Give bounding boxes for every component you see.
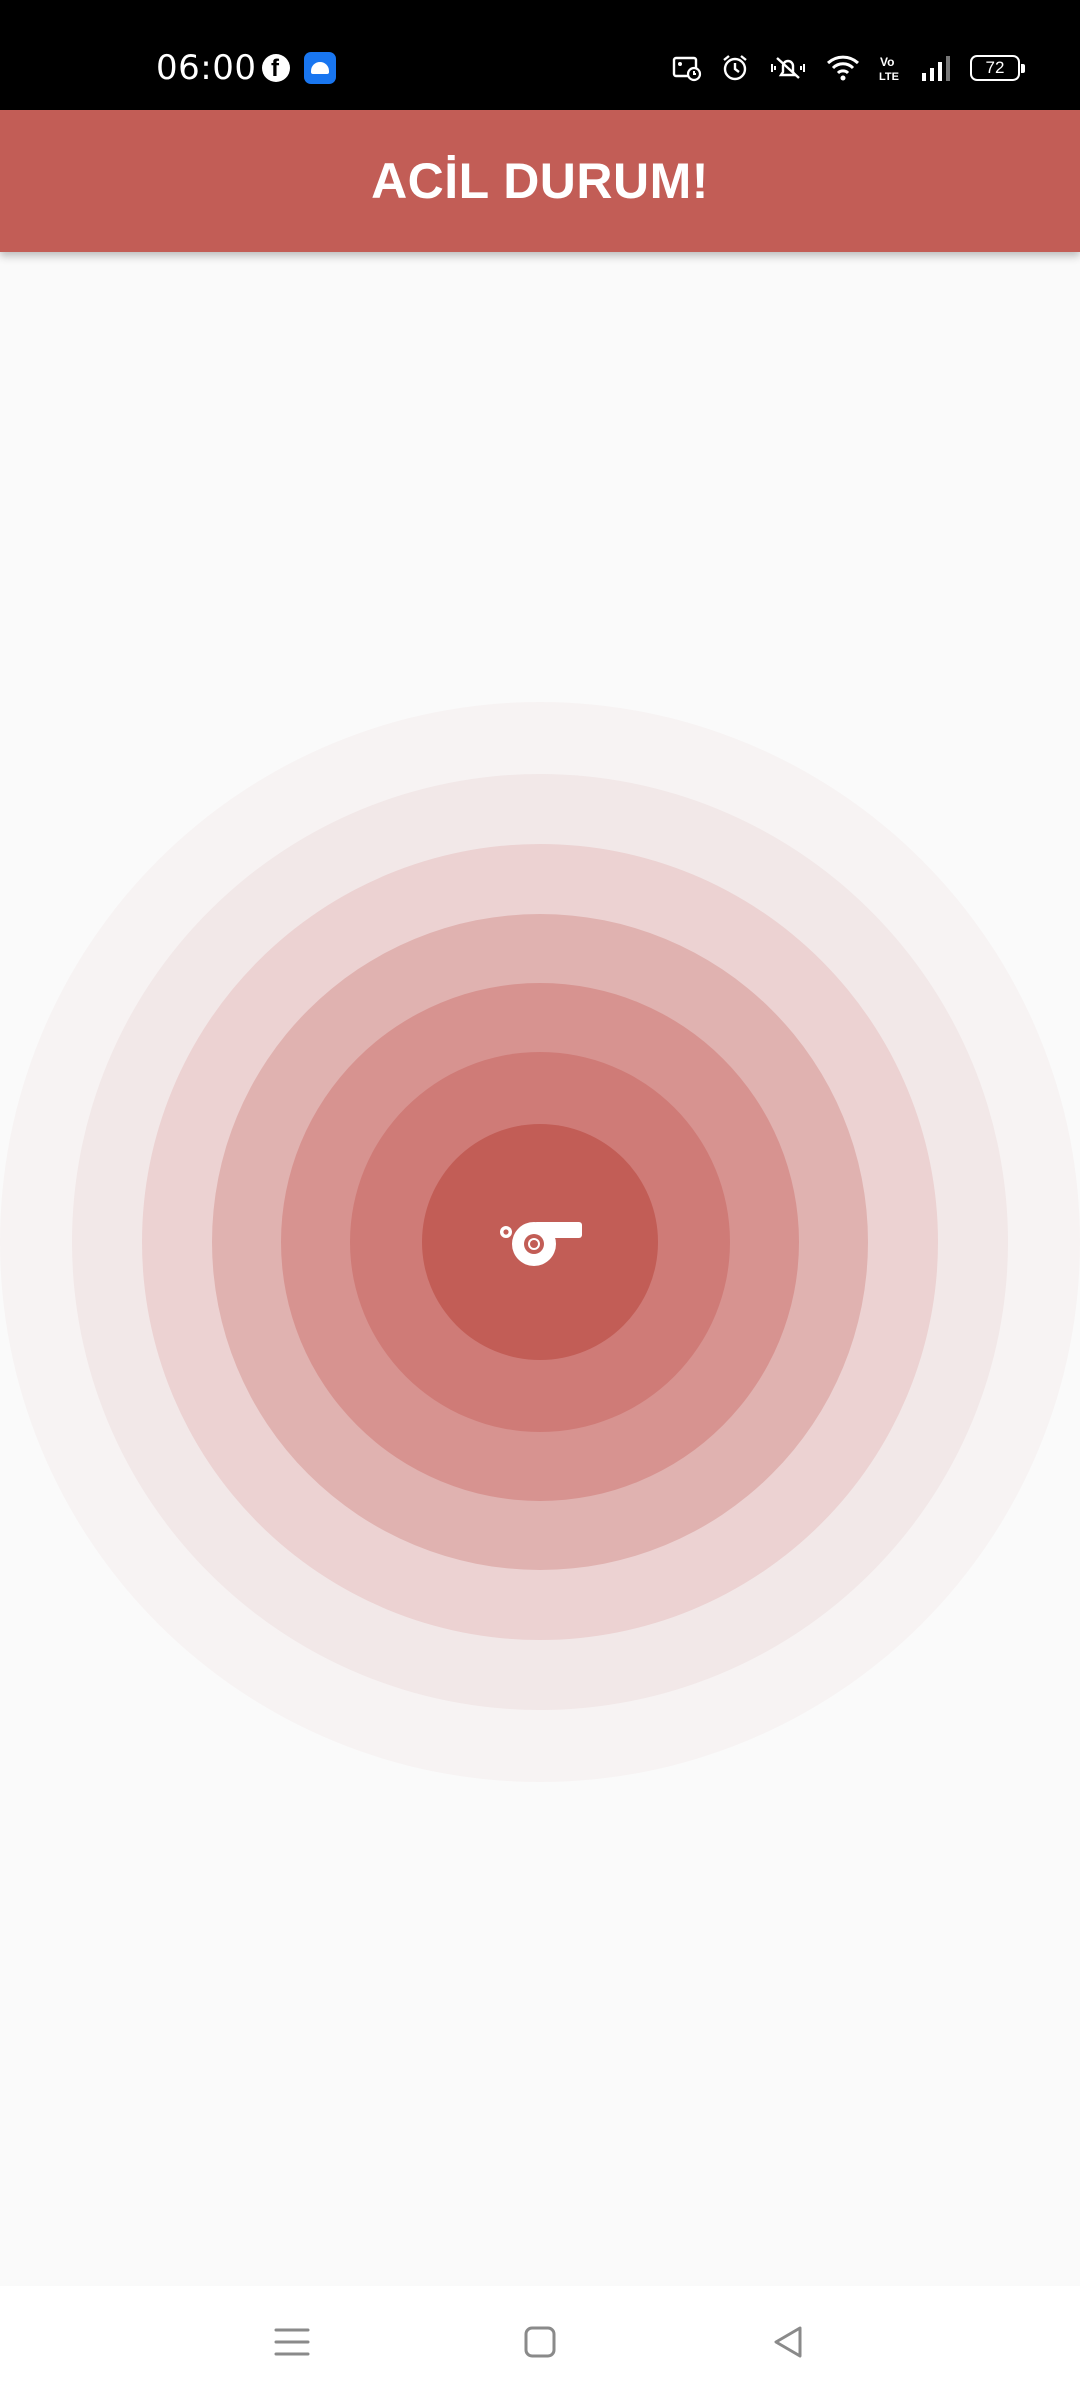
svg-text:LTE: LTE xyxy=(879,71,899,83)
alarm-icon xyxy=(723,55,747,81)
back-button[interactable] xyxy=(758,2312,818,2372)
home-icon xyxy=(524,2326,556,2358)
home-button[interactable] xyxy=(510,2312,570,2372)
status-time: 06:00 xyxy=(156,48,257,88)
status-bar: 06:00 f xyxy=(0,0,1080,110)
emergency-whistle-button[interactable] xyxy=(422,1124,658,1360)
app-bar: ACİL DURUM! xyxy=(0,110,1080,252)
battery-icon: 72 xyxy=(970,55,1025,81)
status-right-icons: Vo LTE 72 xyxy=(672,50,1025,86)
menu-icon xyxy=(274,2328,310,2356)
whistle-icon xyxy=(500,1222,582,1266)
vibrate-off-icon xyxy=(771,57,805,79)
wifi-icon xyxy=(826,55,860,81)
system-nav-bar xyxy=(0,2286,1080,2400)
svg-text:Vo: Vo xyxy=(880,55,894,69)
facebook-icon: f xyxy=(262,54,290,82)
signal-icon xyxy=(922,56,950,81)
page-title: ACİL DURUM! xyxy=(371,153,709,209)
image-notification-icon xyxy=(672,56,702,82)
android-app-icon xyxy=(304,52,336,84)
volte-icon: Vo LTE xyxy=(879,55,899,83)
battery-level: 72 xyxy=(985,58,1005,77)
menu-button[interactable] xyxy=(262,2312,322,2372)
back-icon xyxy=(774,2326,802,2358)
